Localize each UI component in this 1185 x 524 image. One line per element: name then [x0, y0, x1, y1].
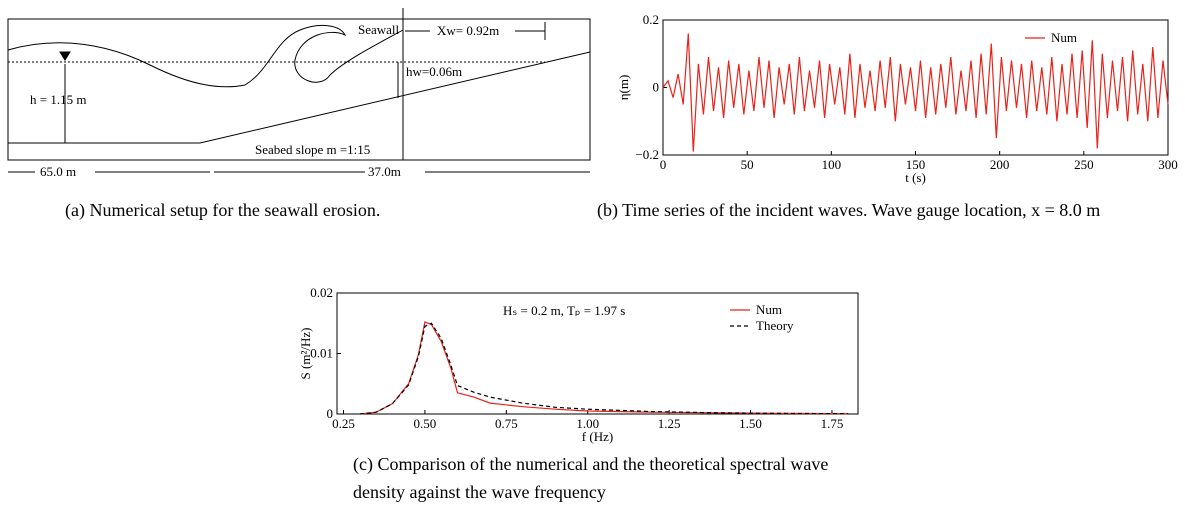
x-axis-label: f (Hz) — [582, 429, 613, 444]
caption-line: (b) Time series of the incident waves. W… — [597, 200, 1100, 221]
x-tick-label: 100 — [822, 157, 842, 172]
label: Xw= 0.92m — [437, 23, 499, 38]
setup-diagram — [7, 8, 591, 173]
legend-label: Num — [756, 302, 782, 317]
series-line — [359, 322, 849, 415]
label: Seawall — [358, 22, 400, 37]
label: hw=0.06m — [406, 64, 462, 79]
legend-label: Num — [1051, 30, 1077, 45]
y-tick-label: 0 — [653, 80, 660, 95]
x-tick-label: 1.75 — [821, 416, 844, 431]
caption: (b) Time series of the incident waves. W… — [597, 200, 1100, 221]
plot-frame — [662, 19, 1169, 156]
x-tick-label: 150 — [906, 157, 926, 172]
label: 37.0m — [368, 164, 401, 179]
x-tick-label: 0.25 — [332, 416, 355, 431]
x-tick-label: 50 — [741, 157, 754, 172]
x-tick-label: 0.50 — [414, 416, 437, 431]
y-axis-label: η(m) — [616, 75, 631, 101]
y-tick-label: 0.02 — [310, 285, 333, 300]
x-tick-label: 1.25 — [658, 416, 681, 431]
x-tick-label: 0.75 — [495, 416, 518, 431]
x-tick-label: 0 — [660, 157, 667, 172]
label: Seabed slope m =1:15 — [255, 142, 370, 157]
y-axis-label: S (m²/Hz) — [298, 328, 313, 380]
x-tick-label: 200 — [990, 157, 1010, 172]
seabed — [8, 51, 591, 144]
x-tick-label: 1.50 — [739, 416, 762, 431]
y-tick-label: −0.2 — [635, 147, 659, 162]
x-tick-label: 300 — [1158, 157, 1178, 172]
wave-profile — [7, 24, 404, 88]
x-tick-label: 1.00 — [576, 416, 599, 431]
caption-line: density against the wave frequency — [353, 482, 606, 502]
water-marker — [59, 51, 71, 61]
caption-line: (c) Comparison of the numerical and the … — [353, 454, 828, 475]
legend-label: Theory — [756, 318, 794, 333]
x-tick-label: 250 — [1074, 157, 1094, 172]
caption: (a) Numerical setup for the seawall eros… — [65, 200, 380, 221]
x-axis-label: t (s) — [905, 170, 926, 185]
label: h = 1.15 m — [30, 92, 86, 107]
series-line — [662, 33, 1169, 152]
label: 65.0 m — [40, 164, 76, 179]
y-tick-label: 0.2 — [643, 12, 659, 27]
y-tick-label: 0.01 — [310, 346, 333, 361]
annotation: Hₛ = 0.2 m, Tₚ = 1.97 s — [503, 303, 625, 318]
y-tick-label: 0 — [327, 406, 334, 421]
diagram-frame — [7, 18, 591, 161]
series-line — [359, 321, 849, 415]
caption: (c) Comparison of the numerical and the … — [353, 454, 828, 502]
